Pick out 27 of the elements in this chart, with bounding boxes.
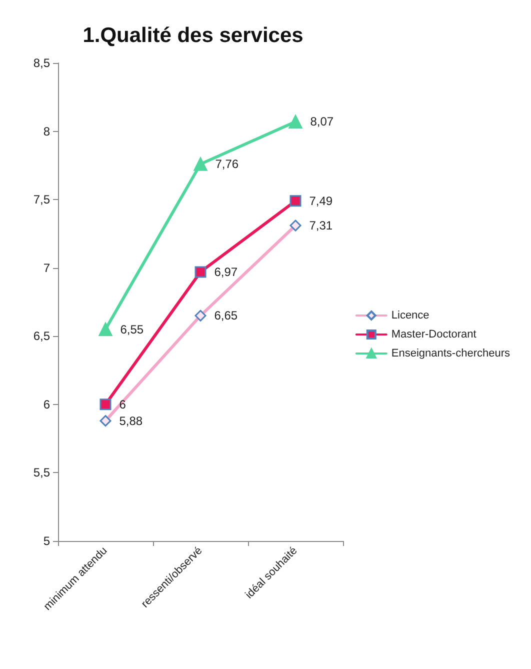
- chart-title: 1.Qualité des services: [82, 24, 304, 47]
- legend-label: Master-Doctorant: [391, 328, 476, 340]
- data-label: 6: [119, 397, 126, 412]
- legend-label: Licence: [391, 310, 430, 322]
- point: [290, 195, 302, 207]
- data-label: 7,49: [309, 194, 333, 208]
- point: [98, 322, 112, 336]
- legend-label: Enseignants-chercheurs: [391, 348, 510, 360]
- data-label: 7,31: [309, 218, 333, 233]
- y-tick-label: 5: [43, 534, 50, 548]
- data-label: 7,76: [215, 157, 239, 172]
- y-tick-label: 6: [43, 397, 50, 412]
- y-tick-label: 6,5: [33, 329, 50, 344]
- y-tick-label: 7,5: [33, 192, 50, 207]
- data-label: 6,55: [120, 322, 144, 336]
- point: [194, 157, 208, 171]
- point: [288, 114, 302, 128]
- y-tick-label: 8,5: [33, 56, 50, 70]
- y-tick-label: 8: [43, 124, 50, 138]
- data-label: 8,07: [310, 114, 334, 129]
- y-tick-label: 5,5: [33, 466, 50, 480]
- data-label: 6,65: [214, 308, 238, 323]
- point: [100, 398, 112, 410]
- y-tick-label: 7: [43, 260, 50, 275]
- data-label: 5,88: [119, 414, 143, 428]
- data-label: 6,97: [214, 264, 238, 279]
- point: [194, 266, 206, 278]
